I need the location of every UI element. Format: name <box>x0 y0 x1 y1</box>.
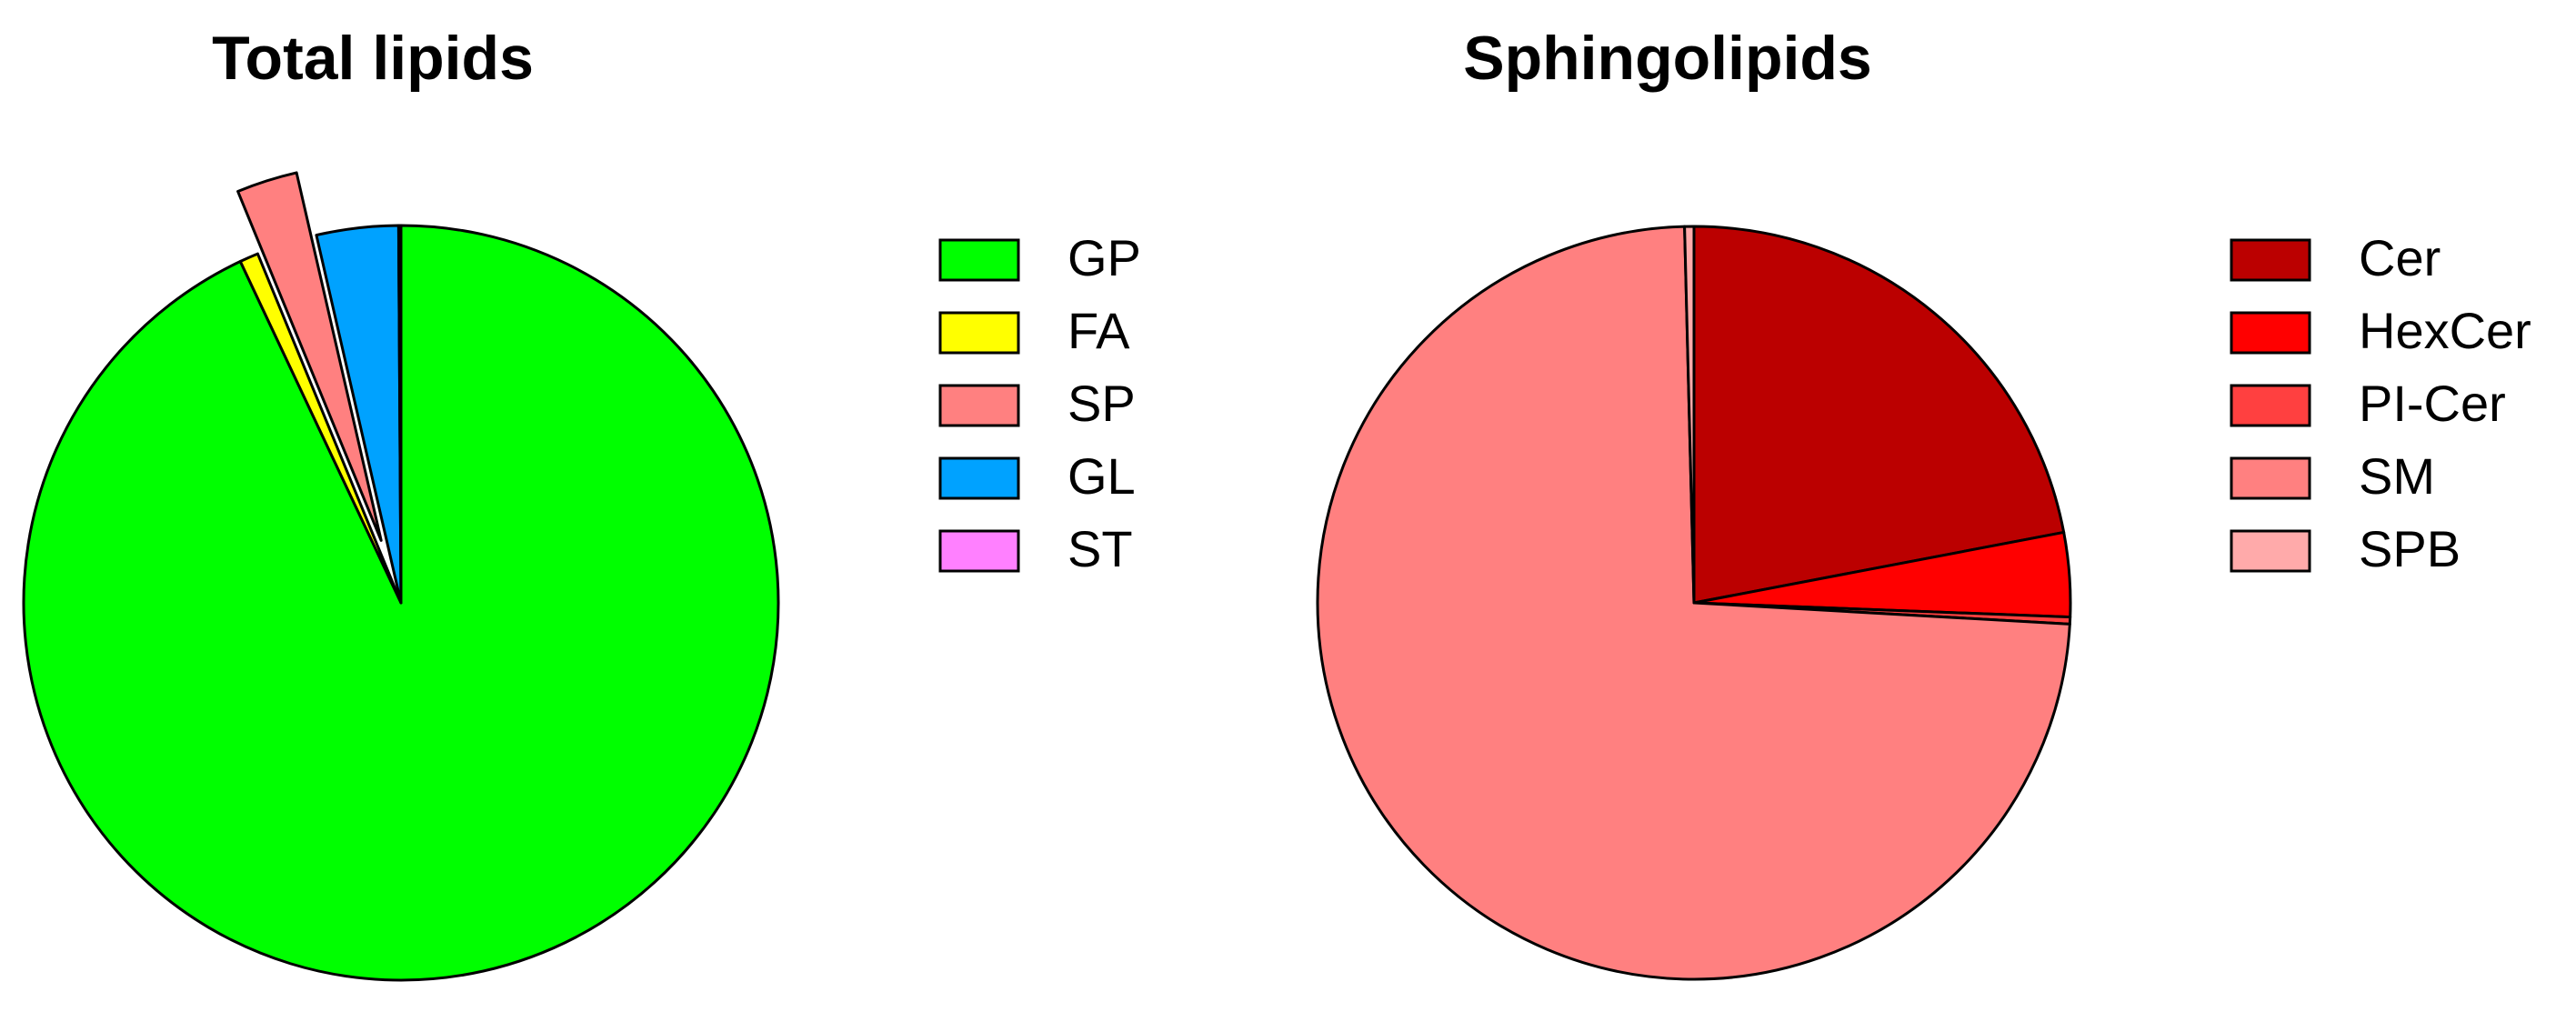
pie-slice <box>238 252 403 605</box>
pie-slice <box>396 224 403 605</box>
legend-swatch <box>2230 529 2311 573</box>
legend-swatch <box>2230 311 2311 355</box>
legend-label: HexCer <box>2359 302 2531 359</box>
legend-label: SM <box>2359 447 2435 505</box>
legend-label: FA <box>1067 302 1130 359</box>
legend-label: SPB <box>2359 520 2461 577</box>
legend-swatch <box>938 238 1020 282</box>
legend-swatch <box>938 456 1020 500</box>
legend-swatch <box>938 311 1020 355</box>
legend-swatch <box>938 384 1020 427</box>
pie-slice <box>236 171 383 542</box>
legend-label: GP <box>1067 229 1141 286</box>
chart-title: Sphingolipids <box>1463 24 1872 93</box>
pie-slice <box>1683 225 1696 605</box>
legend-label: SP <box>1067 375 1136 432</box>
legend-swatch <box>938 529 1020 573</box>
legend-swatch <box>2230 456 2311 500</box>
pie-slice <box>1692 225 2066 605</box>
legend-label: PI-Cer <box>2359 375 2506 432</box>
legend-label: GL <box>1067 447 1136 505</box>
legend-swatch <box>2230 384 2311 427</box>
legend-label: Cer <box>2359 229 2441 286</box>
chart-title: Total lipids <box>212 24 534 93</box>
legend-label: ST <box>1067 520 1133 577</box>
legend-swatch <box>2230 238 2311 282</box>
